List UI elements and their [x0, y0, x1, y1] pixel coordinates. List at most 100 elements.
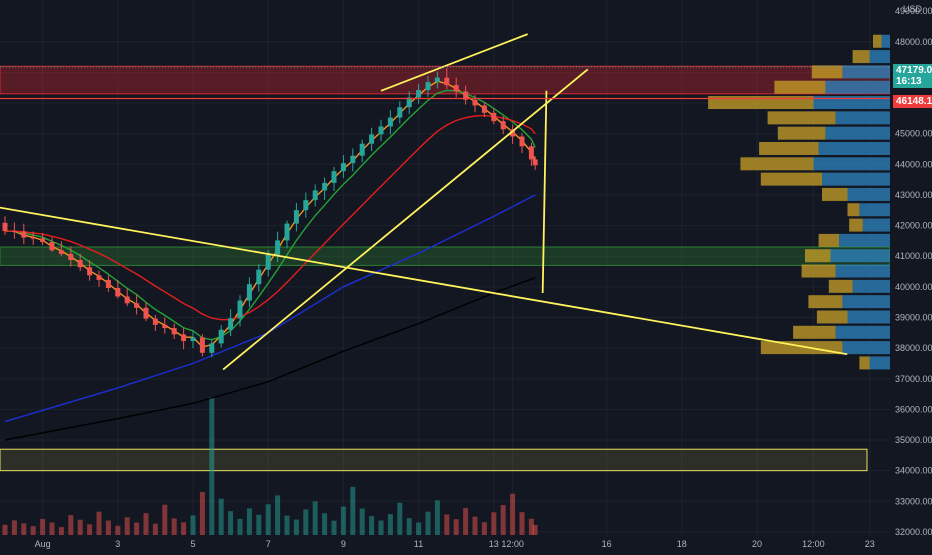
volume-bar: [340, 506, 346, 535]
trendlines[interactable]: [0, 33, 848, 371]
price-tick-label: 37000.00: [895, 374, 932, 384]
volume-bar: [152, 523, 158, 535]
price-tick-label: 35000.00: [895, 435, 932, 445]
time-tick-label: 7: [266, 539, 271, 549]
volume-profile-bar: [835, 111, 890, 125]
ema_fast-line: [4, 80, 536, 348]
candle-body: [322, 182, 328, 191]
candle-body: [444, 77, 450, 86]
time-tick-label: 11: [414, 539, 423, 549]
volume-bar: [199, 492, 205, 535]
candle-body: [453, 85, 459, 92]
price-tick-label: 49000.00: [895, 6, 932, 16]
support-zone: [0, 246, 891, 266]
candle-body: [425, 82, 431, 91]
price-tick-label: 34000.00: [895, 466, 932, 476]
volume-bar: [303, 509, 309, 535]
volume-profile-bar: [835, 325, 890, 339]
candle-body: [87, 267, 93, 276]
candle-body: [265, 254, 271, 270]
volume-profile-bar: [847, 203, 860, 217]
volume-bar: [397, 502, 403, 535]
candle-body: [491, 112, 497, 122]
volume-bar: [87, 524, 93, 535]
projection: [541, 90, 548, 293]
volume-profile-bar: [842, 295, 890, 309]
volume-bar: [209, 397, 215, 535]
candle-body: [209, 343, 215, 353]
candle-body: [143, 307, 149, 319]
wedge-lower: [222, 68, 589, 371]
candle-body: [532, 159, 538, 166]
volume-profile-bar: [813, 96, 890, 110]
volume-profile-bar: [830, 249, 890, 263]
volume-bar: [190, 515, 196, 535]
volume-bar: [40, 518, 46, 535]
candle-body: [30, 237, 36, 239]
volume-profile-bar: [708, 96, 814, 110]
volume-bar: [105, 520, 111, 535]
volume-bar: [143, 513, 149, 535]
volume-profile-bar: [811, 65, 843, 79]
volume-profile-bar: [813, 157, 890, 171]
volume-profile-bar: [847, 187, 890, 201]
price-axis[interactable]: 32000.00 33000.00 34000.00 35000.00 36000.00…: [890, 0, 932, 550]
volume-bar: [246, 508, 252, 535]
price-lines: [0, 66, 890, 100]
volume-profile-bar: [767, 111, 836, 125]
volume-bar: [284, 515, 290, 535]
price-tick-label: 48000.00: [895, 37, 932, 47]
volume-profile-bar: [859, 356, 870, 370]
volume-profile-bar: [869, 50, 890, 64]
wedge-upper: [380, 33, 528, 92]
volume-bar: [228, 511, 234, 535]
volume-bar: [293, 519, 299, 535]
volume-profile-bar: [793, 325, 836, 339]
volume-profile-bar: [852, 279, 890, 293]
volume-bar: [425, 511, 431, 535]
volume-profile-bar: [849, 218, 863, 232]
volume-profile-bar: [835, 264, 890, 278]
volume-bar: [11, 520, 17, 535]
candle-body: [481, 105, 487, 113]
candle-body: [434, 77, 440, 83]
current-price-value: 47179.07: [896, 65, 932, 76]
volume-profile-bar: [862, 218, 890, 232]
candle-body: [275, 240, 281, 255]
candle-body: [49, 242, 55, 251]
volume-bar: [171, 518, 177, 535]
volume-bar: [350, 486, 356, 535]
price-tick-label: 43000.00: [895, 190, 932, 200]
candle-body: [124, 296, 130, 304]
candle-body: [40, 238, 46, 243]
volume-bar: [453, 519, 459, 535]
volume-profile-bar: [852, 50, 870, 64]
candle-body: [463, 91, 469, 100]
time-tick-label: 5: [190, 539, 195, 549]
candle-body: [331, 171, 337, 183]
volume-bar: [322, 513, 328, 535]
time-axis[interactable]: Aug 3 5 7 9 11 13 12:00 16 18 20 12:00 23: [35, 539, 875, 549]
volume-profile-bar: [774, 80, 826, 94]
support-price-badge: 46148.13: [893, 95, 932, 108]
price-tick-label: 45000.00: [895, 129, 932, 139]
volume-bar: [472, 516, 478, 535]
volume-profile-bar: [842, 341, 890, 355]
candle-body: [406, 97, 412, 108]
volume-bar: [181, 522, 187, 535]
candle-body: [77, 260, 83, 268]
candle-body: [350, 155, 356, 164]
volume-bar: [406, 518, 412, 535]
candle-body: [387, 117, 393, 127]
time-tick-label: Aug: [35, 539, 51, 549]
candle-body: [528, 146, 534, 160]
volume-profile-bar: [859, 203, 890, 217]
volume-bar: [491, 512, 497, 535]
price-tick-label: 32000.00: [895, 527, 932, 537]
volume-bar: [359, 508, 365, 535]
candle-body: [105, 279, 111, 288]
price-tick-label: 44000.00: [895, 159, 932, 169]
volume-bar: [444, 514, 450, 535]
